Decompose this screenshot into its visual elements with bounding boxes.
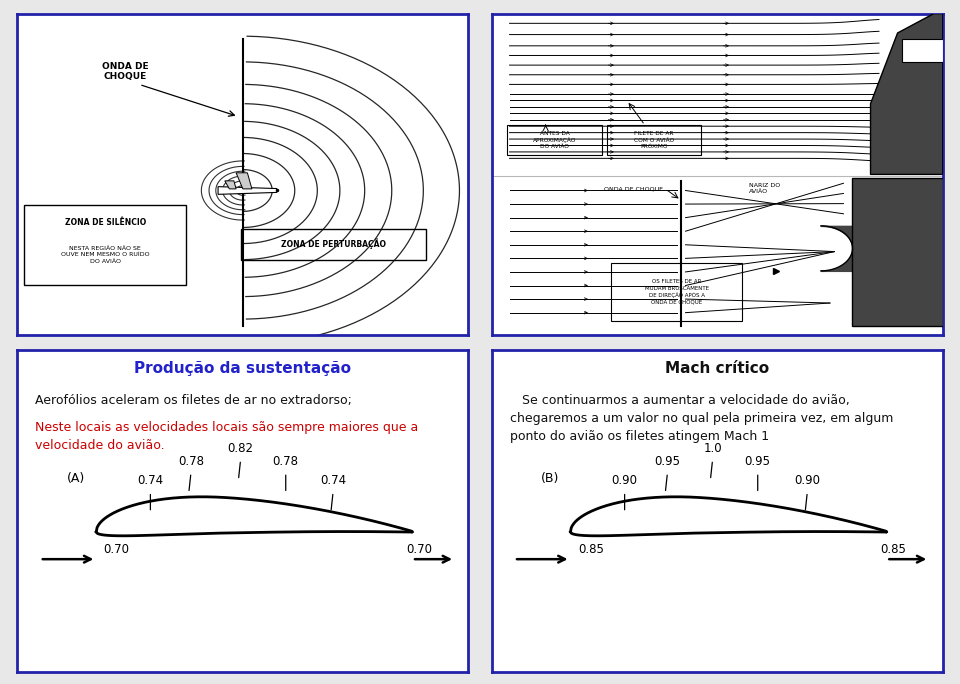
FancyBboxPatch shape [507, 124, 602, 155]
FancyBboxPatch shape [607, 124, 702, 155]
Text: 1.0: 1.0 [704, 442, 722, 455]
Text: (A): (A) [67, 472, 85, 486]
FancyBboxPatch shape [241, 229, 425, 260]
Text: (B): (B) [541, 472, 560, 486]
Text: Se continuarmos a aumentar a velocidade do avião,
chegaremos a um valor no qual : Se continuarmos a aumentar a velocidade … [510, 393, 893, 443]
Text: 0.78: 0.78 [178, 455, 204, 468]
Text: ZONA DE SILÊNCIO: ZONA DE SILÊNCIO [64, 218, 146, 227]
Text: FILETE DE AR
COM O AVIÃO
PRÓXIMO: FILETE DE AR COM O AVIÃO PRÓXIMO [634, 131, 674, 148]
Text: ZONA DE PERTURBAÇÃO: ZONA DE PERTURBAÇÃO [280, 239, 386, 250]
Polygon shape [96, 497, 412, 536]
Text: Produção da sustentação: Produção da sustentação [134, 361, 351, 376]
Text: 0.70: 0.70 [406, 543, 432, 556]
Text: 0.95: 0.95 [655, 455, 681, 468]
Text: 0.90: 0.90 [794, 474, 821, 487]
Text: 0.85: 0.85 [578, 543, 604, 556]
Polygon shape [871, 14, 943, 174]
FancyBboxPatch shape [24, 205, 186, 285]
Text: 0.78: 0.78 [273, 455, 299, 468]
Text: ONDA DE CHOQUE: ONDA DE CHOQUE [604, 186, 663, 192]
Text: Mach crítico: Mach crítico [665, 361, 769, 376]
Text: 0.95: 0.95 [745, 455, 771, 468]
Polygon shape [570, 497, 886, 536]
Text: OS FILETES DE AR
MUDAM BRUSCAMENTE
DE DIREÇÃO APÓS A
ONDA DE CHOQUE: OS FILETES DE AR MUDAM BRUSCAMENTE DE DI… [644, 279, 708, 304]
Text: 0.82: 0.82 [228, 442, 253, 455]
Text: NARIZ DO
AVIÃO: NARIZ DO AVIÃO [749, 183, 780, 194]
Text: ANTES DA
APROXIMAÇÃO
DO AVIÃO: ANTES DA APROXIMAÇÃO DO AVIÃO [533, 131, 576, 149]
Text: Neste locais as velocidades locais são sempre maiores que a
velocidade do avião.: Neste locais as velocidades locais são s… [36, 421, 419, 452]
Text: 0.85: 0.85 [880, 543, 906, 556]
Text: ONDA DE
CHOQUE: ONDA DE CHOQUE [103, 62, 149, 81]
Polygon shape [218, 187, 276, 194]
Text: Aerofólios aceleram os filetes de ar no extradorso;: Aerofólios aceleram os filetes de ar no … [36, 393, 352, 406]
Text: 0.70: 0.70 [104, 543, 130, 556]
Polygon shape [225, 181, 236, 189]
Text: 0.74: 0.74 [320, 474, 347, 487]
FancyBboxPatch shape [612, 263, 742, 321]
Polygon shape [852, 178, 943, 326]
Text: NESTA REGIÃO NÃO SE
OUVE NEM MESMO O RUÍDO
DO AVIÃO: NESTA REGIÃO NÃO SE OUVE NEM MESMO O RUÍ… [60, 246, 150, 264]
Polygon shape [236, 173, 252, 189]
FancyBboxPatch shape [902, 40, 943, 62]
Text: 0.74: 0.74 [137, 474, 163, 487]
Text: 0.90: 0.90 [612, 474, 637, 487]
